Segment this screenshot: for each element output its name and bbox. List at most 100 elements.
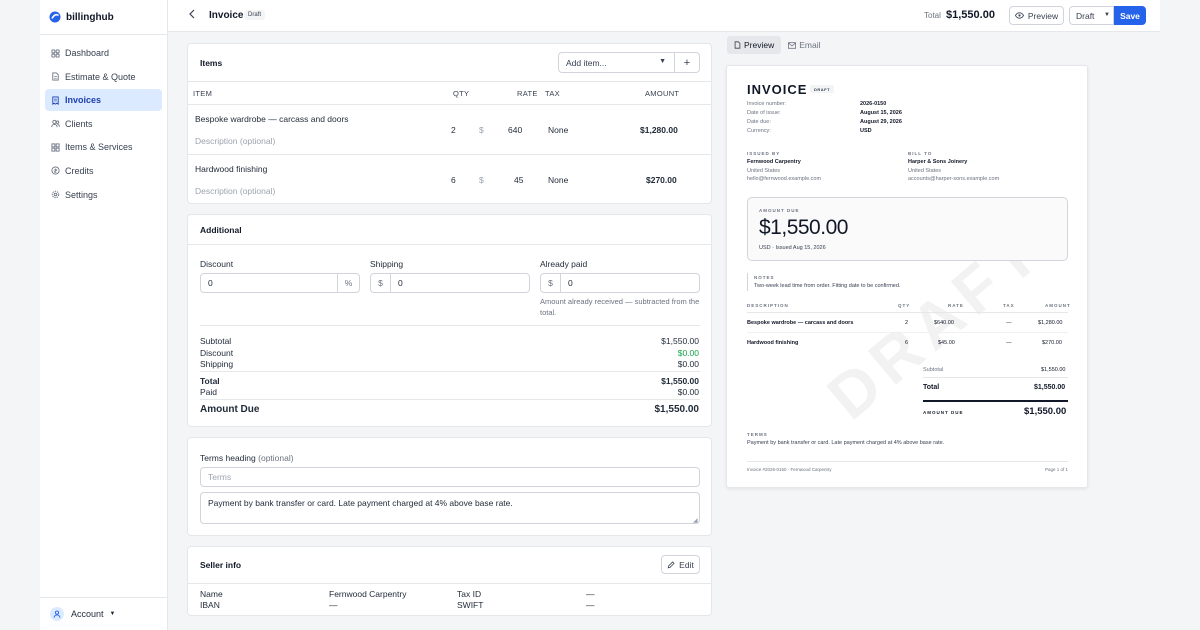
terms-heading-optional: (optional) <box>258 453 294 463</box>
sidebar-item-items-services[interactable]: Items & Services <box>45 136 162 158</box>
preview-badge: DRAFT <box>810 85 835 93</box>
brand-name: billinghub <box>66 11 114 23</box>
amount-due-subtext: USD · Issued Aug 15, 2026 <box>759 245 826 251</box>
discount-input[interactable]: 0 % <box>200 273 360 293</box>
sidebar-item-invoices[interactable]: Invoices <box>45 89 162 112</box>
shipping-value: 0 <box>398 278 403 288</box>
amount-due-box: AMOUNT DUE $1,550.00 USD · Issued Aug 15… <box>747 197 1068 261</box>
item-description[interactable]: Description (optional) <box>195 186 276 196</box>
summary-discount-value: $0.00 <box>677 348 699 358</box>
divider <box>200 325 700 326</box>
pv-col-description: DESCRIPTION <box>747 303 789 308</box>
sidebar-item-estimate-quote[interactable]: Estimate & Quote <box>45 66 162 88</box>
seller-name-label: Name <box>200 589 223 599</box>
summary-paid-label: Paid <box>200 387 218 397</box>
meta-value: USD <box>860 128 872 134</box>
additional-panel: Additional Discount 0 % Shipping $ 0 Alr… <box>187 214 712 427</box>
meta-label: Invoice number: <box>747 101 787 107</box>
item-name[interactable]: Bespoke wardrobe — carcass and doors <box>195 114 349 124</box>
additional-heading-text: Additional <box>200 224 242 235</box>
sidebar-item-dashboard[interactable]: Dashboard <box>45 42 162 64</box>
item-tax[interactable]: None <box>548 125 569 135</box>
item-qty[interactable]: 2 <box>451 125 456 135</box>
pv-col-rate: RATE <box>948 303 964 308</box>
pv-col-tax: TAX <box>1003 303 1015 308</box>
item-qty[interactable]: 6 <box>451 175 456 185</box>
chevron-down-icon: ▼ <box>1104 12 1110 18</box>
shipping-input[interactable]: $ 0 <box>370 273 530 293</box>
col-header-qty: QTY <box>453 89 470 98</box>
notes-text: Two-week lead time from order. Fitting d… <box>754 283 901 289</box>
divider <box>200 371 700 372</box>
boxes-icon <box>51 143 60 152</box>
add-item-placeholder: Add item... <box>566 57 607 68</box>
resize-handle-icon[interactable]: ◢ <box>693 518 698 524</box>
tab-preview-label: Preview <box>744 40 775 50</box>
status-select[interactable]: Draft ▼ <box>1069 6 1114 25</box>
billinghub-logo-icon <box>49 11 61 23</box>
pv-footer-right: Page 1 of 1 <box>1045 467 1069 472</box>
meta-value: 2026-0150 <box>860 101 887 107</box>
seller-swift-label: SWIFT <box>457 600 484 610</box>
user-icon <box>53 610 61 618</box>
seller-panel: Seller info Edit Name Fernwood Carpentry… <box>187 546 712 616</box>
divider <box>188 104 711 105</box>
item-tax[interactable]: None <box>548 175 569 185</box>
meta-label: Date due: <box>747 119 771 125</box>
terms-heading-label: Terms heading (optional) <box>200 453 294 463</box>
summary-paid-value: $0.00 <box>677 387 699 397</box>
divider <box>188 154 711 155</box>
item-amount: $1,280.00 <box>640 125 678 135</box>
already-paid-input[interactable]: $ 0 <box>540 273 700 293</box>
add-item-button[interactable]: + <box>675 52 700 73</box>
pv-subtotal-label: Subtotal <box>923 367 944 373</box>
terms-heading-input[interactable]: Terms <box>200 467 700 487</box>
item-rate[interactable]: 45 <box>514 175 524 185</box>
document-icon <box>734 41 741 49</box>
add-item-select[interactable]: Add item... ▼ <box>558 52 675 73</box>
tab-preview[interactable]: Preview <box>727 36 782 54</box>
pv-item-tax: — <box>1006 340 1012 346</box>
sidebar-item-clients[interactable]: Clients <box>45 113 162 135</box>
seller-tax-label: Tax ID <box>457 589 482 599</box>
meta-label: Currency: <box>747 128 771 134</box>
pv-item-tax: — <box>1006 320 1012 326</box>
account-label: Account <box>71 609 104 619</box>
col-header-amount: AMOUNT <box>645 89 680 98</box>
brand[interactable]: billinghub <box>40 0 167 35</box>
pv-footer-left: Invoice #2026-0150 · Fernwood Carpentry <box>747 467 832 472</box>
document-icon <box>52 72 59 81</box>
seller-heading-text: Seller info <box>200 560 242 570</box>
sidebar-item-label: Dashboard <box>65 48 110 58</box>
terms-body-textarea[interactable]: Payment by bank transfer or card. Late p… <box>200 492 700 524</box>
summary-subtotal-value: $1,550.00 <box>661 336 699 346</box>
sidebar-item-credits[interactable]: Credits <box>45 160 162 182</box>
sidebar-item-settings[interactable]: Settings <box>45 184 162 206</box>
amount-due-value: $1,550.00 <box>759 216 848 239</box>
back-arrow-icon[interactable] <box>188 9 200 23</box>
preview-button[interactable]: Preview <box>1009 6 1064 25</box>
item-rate[interactable]: 640 <box>508 125 523 135</box>
divider <box>747 461 1068 462</box>
item-name[interactable]: Hardwood finishing <box>195 164 268 174</box>
summary-shipping-label: Shipping <box>200 359 234 369</box>
amount-due-label: AMOUNT DUE <box>759 208 800 213</box>
divider <box>200 399 700 400</box>
page-title: Invoice <box>209 10 244 21</box>
already-paid-help: Amount already received — subtracted fro… <box>540 297 700 317</box>
summary-amount-due-label: Amount Due <box>200 404 260 415</box>
issued-by-label: ISSUED BY <box>747 151 781 156</box>
item-description[interactable]: Description (optional) <box>195 136 276 146</box>
currency-prefix: $ <box>541 274 561 292</box>
tab-email[interactable]: Email <box>781 36 827 54</box>
sidebar: billinghub Dashboard Estimate & Quote In… <box>40 0 168 630</box>
save-button[interactable]: Save <box>1114 6 1146 25</box>
pv-item-rate: $640.00 <box>934 320 954 326</box>
issuer-name: Fernwood Carpentry <box>747 159 801 165</box>
credit-icon <box>51 166 60 176</box>
account-menu[interactable]: Account ▼ <box>40 597 168 630</box>
edit-seller-button[interactable]: Edit <box>661 555 700 574</box>
pv-due-label: AMOUNT DUE <box>923 410 964 415</box>
sidebar-item-label: Invoices <box>65 95 102 106</box>
percent-suffix: % <box>337 274 359 292</box>
